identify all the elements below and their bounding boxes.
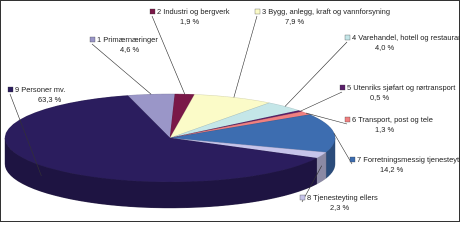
- value-label: 63,3 %: [38, 95, 62, 104]
- value-label: 1,3 %: [375, 125, 395, 134]
- leader-line: [151, 15, 186, 95]
- category-label: 1 Primærnæringer: [97, 35, 158, 44]
- legend-swatch: [7, 86, 14, 93]
- category-label: 4 Varehandel, hotell og restaurant: [352, 33, 460, 42]
- value-label: 14,2 %: [380, 165, 404, 174]
- leader-line: [284, 41, 348, 107]
- category-label: 6 Transport, post og tele: [352, 115, 433, 124]
- leader-line: [305, 112, 348, 125]
- category-label: 3 Bygg, anlegg, kraft og vannforsyning: [262, 7, 390, 16]
- legend-swatch: [299, 194, 306, 201]
- category-label: 5 Utenriks sjøfart og rørtransport: [347, 83, 456, 92]
- leader-line: [233, 15, 258, 98]
- value-label: 2,3 %: [330, 203, 350, 212]
- legend-swatch: [344, 116, 351, 123]
- category-label: 2 Industri og bergverk: [157, 7, 230, 16]
- legend-swatch: [254, 8, 261, 15]
- value-label: 4,6 %: [120, 45, 140, 54]
- legend-swatch: [344, 34, 351, 41]
- slice: [169, 102, 300, 139]
- value-label: 7,9 %: [285, 17, 305, 26]
- value-label: 0,5 %: [370, 93, 390, 102]
- leader-line: [91, 43, 152, 95]
- legend-swatch: [89, 36, 96, 43]
- value-label: 1,9 %: [180, 17, 200, 26]
- leader-line: [9, 93, 42, 177]
- legend-swatch: [339, 84, 346, 91]
- category-label: 9 Personer mv.: [15, 85, 65, 94]
- legend-swatch: [349, 156, 356, 163]
- leader-line: [333, 132, 353, 165]
- slice: [169, 110, 303, 139]
- category-label: 7 Forretningsmessig tjenesteyting: [357, 155, 460, 164]
- value-label: 4,0 %: [375, 43, 395, 52]
- category-label: 8 Tjenesteyting ellers: [307, 193, 378, 202]
- slice: [169, 137, 327, 159]
- leader-line: [300, 91, 343, 112]
- legend-swatch: [149, 8, 156, 15]
- slice: [127, 93, 176, 139]
- leader-line: [301, 165, 323, 203]
- slice: [4, 95, 318, 183]
